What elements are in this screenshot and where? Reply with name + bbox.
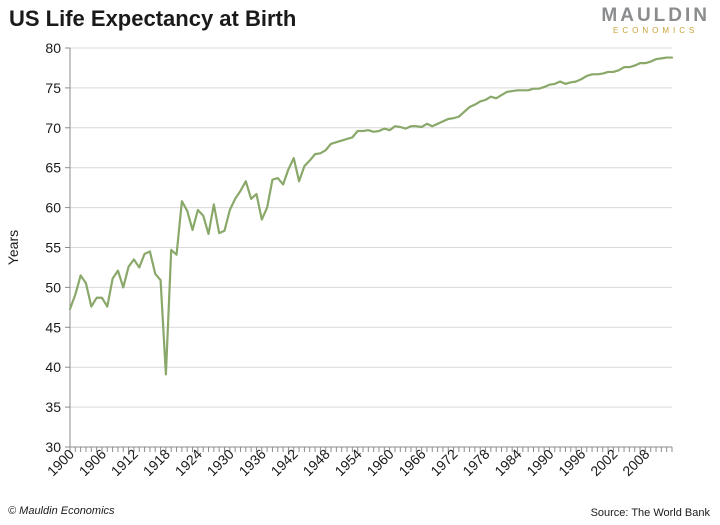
mauldin-economics-logo: MAULDIN ECONOMICS: [601, 6, 710, 35]
chart-title: US Life Expectancy at Birth: [9, 6, 297, 31]
source-note: Source: The World Bank: [590, 507, 710, 519]
y-tick-label-40: 40: [45, 359, 61, 375]
y-axis-label: Years: [5, 230, 21, 265]
copyright-note: © Mauldin Economics: [8, 505, 115, 517]
y-tick-label-70: 70: [45, 120, 61, 136]
line-chart: 30 35 40 45 50 55 60 65 70 75 80 19001906191219181…: [5, 40, 674, 479]
y-tick-label-50: 50: [45, 279, 61, 295]
y-tick-labels: 30 35 40 45 50 55 60 65 70 75 80: [45, 40, 70, 455]
logo-subtitle: ECONOMICS: [613, 26, 699, 35]
y-tick-label-30: 30: [45, 439, 61, 455]
logo-wordmark: MAULDIN: [601, 5, 710, 26]
series-line-0: [68, 56, 674, 376]
series-lines: [68, 56, 674, 376]
y-tick-label-60: 60: [45, 200, 61, 216]
y-tick-label-45: 45: [45, 319, 61, 335]
y-tick-label-35: 35: [45, 399, 61, 415]
y-tick-label-80: 80: [45, 40, 61, 56]
x-tick-labels: 1900190619121918192419301936194219481954…: [44, 446, 673, 479]
y-tick-label-65: 65: [45, 160, 61, 176]
gridlines: [70, 47, 672, 408]
y-tick-label-55: 55: [45, 240, 61, 256]
y-tick-label-75: 75: [45, 80, 61, 96]
